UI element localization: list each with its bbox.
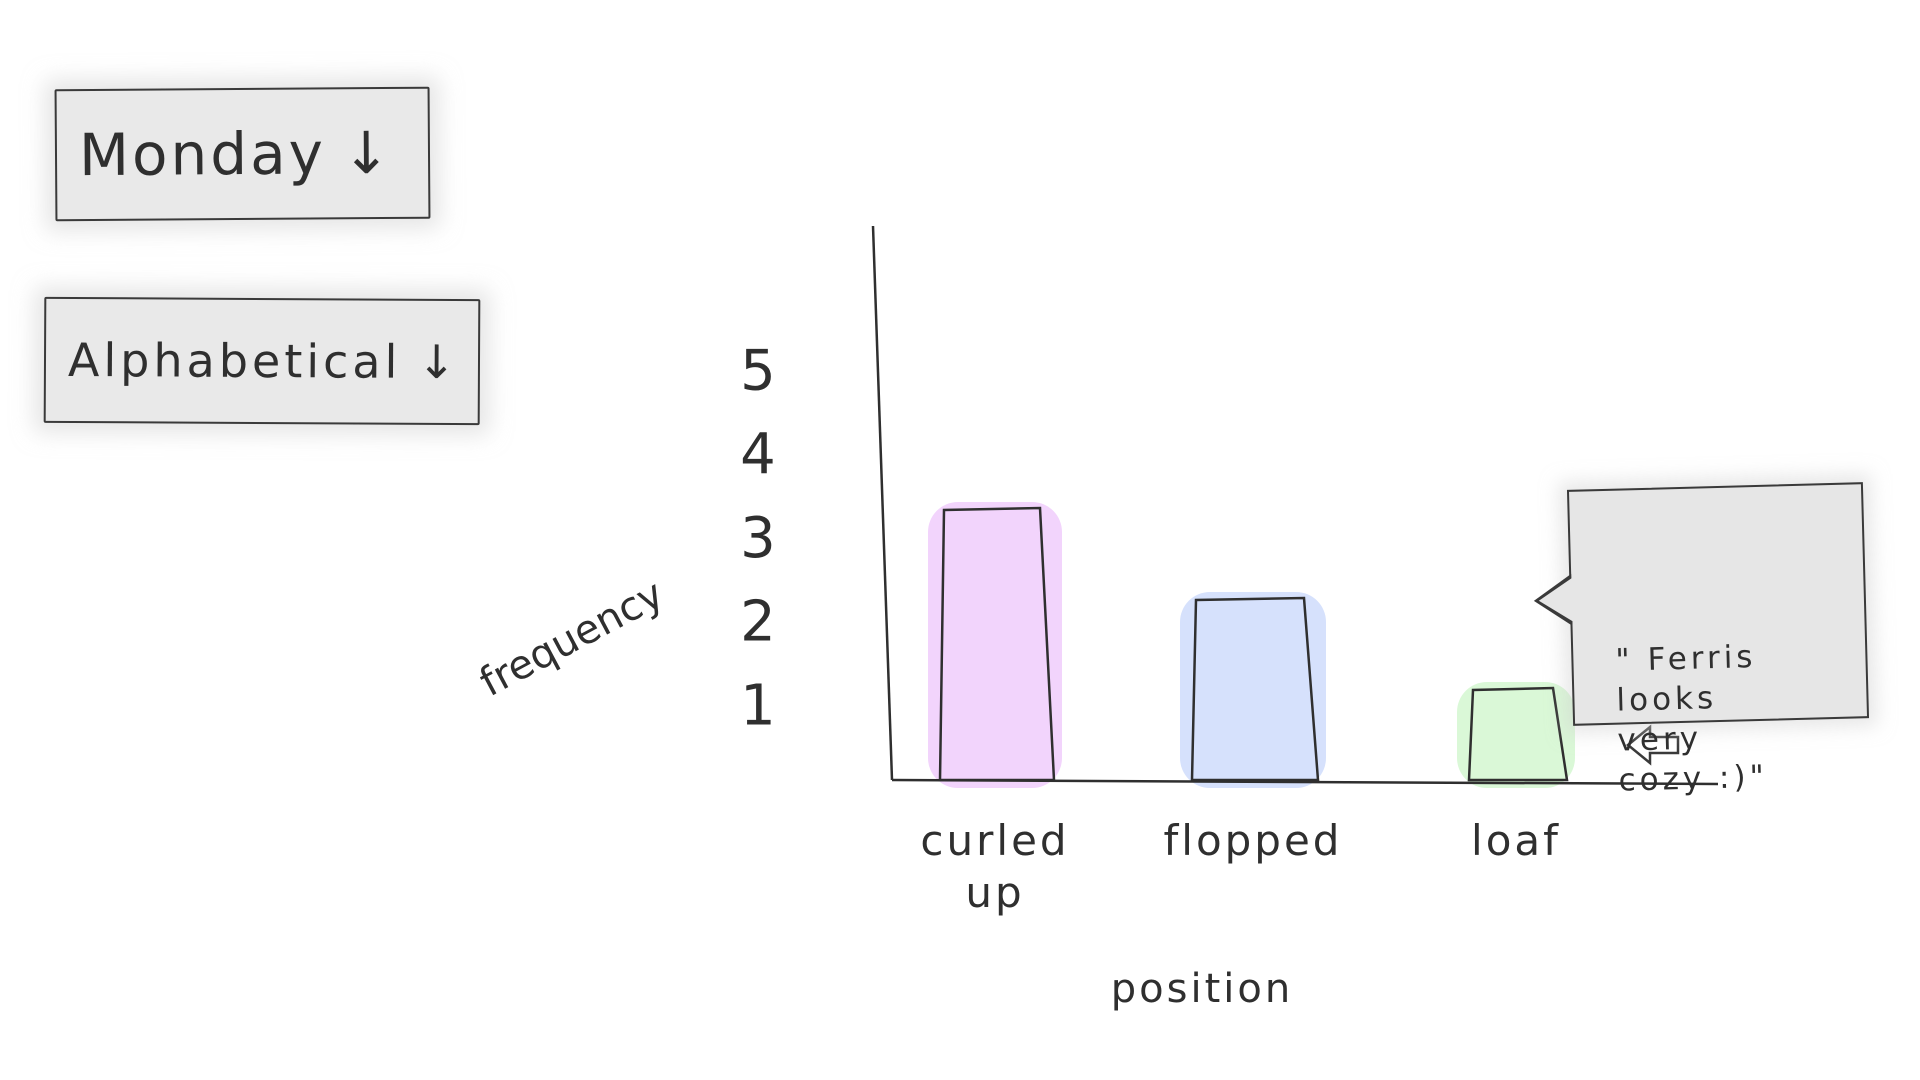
y-tick-label: 3 [740, 506, 776, 571]
y-tick-label: 1 [740, 673, 776, 738]
x-tick-label: loaf [1471, 816, 1561, 865]
speech-bubble: " Ferris looks very cozy :)" [1533, 482, 1870, 799]
y-tick-label: 4 [740, 422, 776, 487]
y-tick-label: 5 [740, 339, 776, 404]
bar-loaf [1457, 682, 1575, 788]
y-tick-label: 2 [740, 590, 776, 655]
y-axis-label: frequency [473, 571, 672, 706]
bars-layer [928, 502, 1575, 788]
x-tick-labels: curled up flopped loaf [920, 816, 1561, 917]
bar-curled-up [928, 502, 1062, 788]
x-axis-line [891, 778, 1719, 786]
x-tick-label: flopped [1164, 816, 1343, 865]
speech-bubble-text: " Ferris looks very cozy :)" [1614, 639, 1769, 799]
pointer-arrow-icon [1626, 724, 1680, 766]
bar-flopped [1180, 592, 1326, 788]
x-axis-label: position [1111, 966, 1293, 1012]
x-tick-label: curled up [920, 816, 1069, 917]
y-axis-line [871, 225, 894, 781]
y-ticks: 1 2 3 4 5 [740, 339, 776, 739]
